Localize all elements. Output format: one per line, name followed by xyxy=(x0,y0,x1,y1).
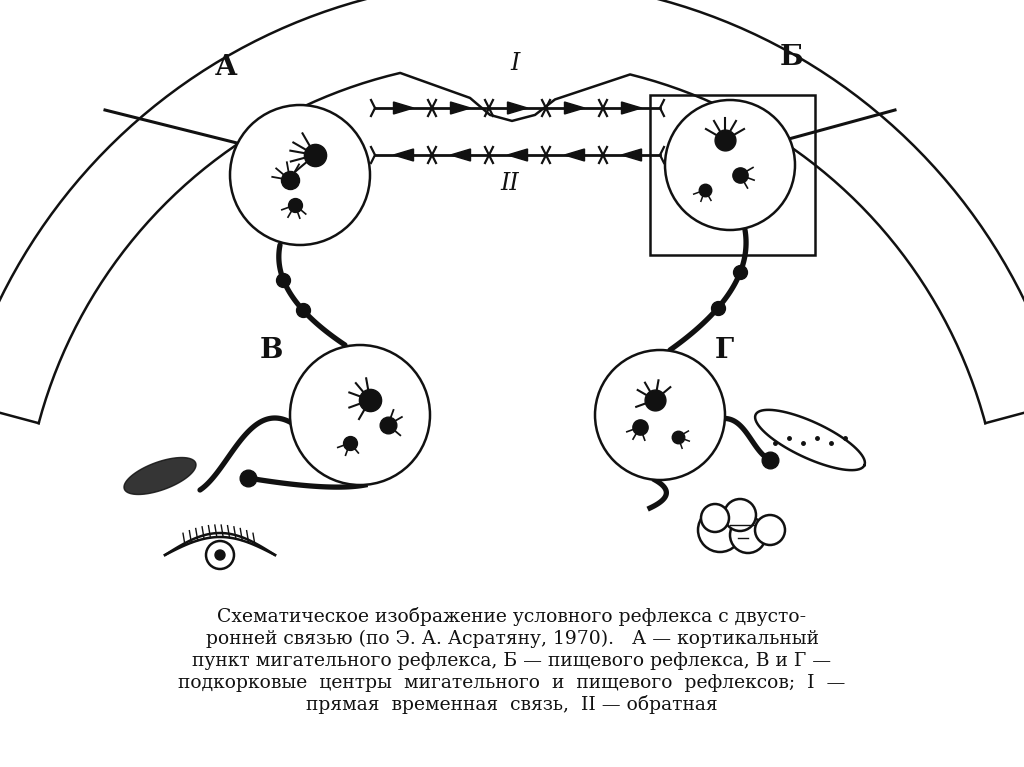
Polygon shape xyxy=(508,149,527,161)
Polygon shape xyxy=(564,102,585,114)
Circle shape xyxy=(290,345,430,485)
Circle shape xyxy=(724,499,756,531)
Text: ронней связью (по Э. А. Асратяну, 1970).   А — кортикальный: ронней связью (по Э. А. Асратяну, 1970).… xyxy=(206,630,818,648)
Text: А: А xyxy=(215,54,238,81)
Polygon shape xyxy=(393,102,414,114)
Circle shape xyxy=(701,504,729,532)
Polygon shape xyxy=(508,102,527,114)
Text: подкорковые  центры  мигательного  и  пищевого  рефлексов;  I  —: подкорковые центры мигательного и пищево… xyxy=(178,674,846,692)
Text: I: I xyxy=(510,52,520,75)
Circle shape xyxy=(755,515,785,545)
Text: II: II xyxy=(501,172,519,195)
Polygon shape xyxy=(124,457,196,495)
Circle shape xyxy=(730,517,766,553)
Polygon shape xyxy=(622,149,641,161)
Circle shape xyxy=(698,508,742,552)
Text: прямая  временная  связь,  II — обратная: прямая временная связь, II — обратная xyxy=(306,695,718,714)
Bar xyxy=(650,95,815,255)
Circle shape xyxy=(595,350,725,480)
Text: Б: Б xyxy=(780,44,804,71)
Polygon shape xyxy=(564,149,585,161)
Circle shape xyxy=(665,100,795,230)
Text: Схематическое изображение условного рефлекса с двусто-: Схематическое изображение условного рефл… xyxy=(217,607,807,626)
Circle shape xyxy=(215,550,225,560)
Circle shape xyxy=(230,105,370,245)
Polygon shape xyxy=(393,149,414,161)
Polygon shape xyxy=(451,149,470,161)
Text: пункт мигательного рефлекса, Б — пищевого рефлекса, В и Г —: пункт мигательного рефлекса, Б — пищевог… xyxy=(193,652,831,670)
Polygon shape xyxy=(451,102,470,114)
Text: В: В xyxy=(260,337,284,364)
Polygon shape xyxy=(622,102,641,114)
Text: Г: Г xyxy=(715,337,734,364)
